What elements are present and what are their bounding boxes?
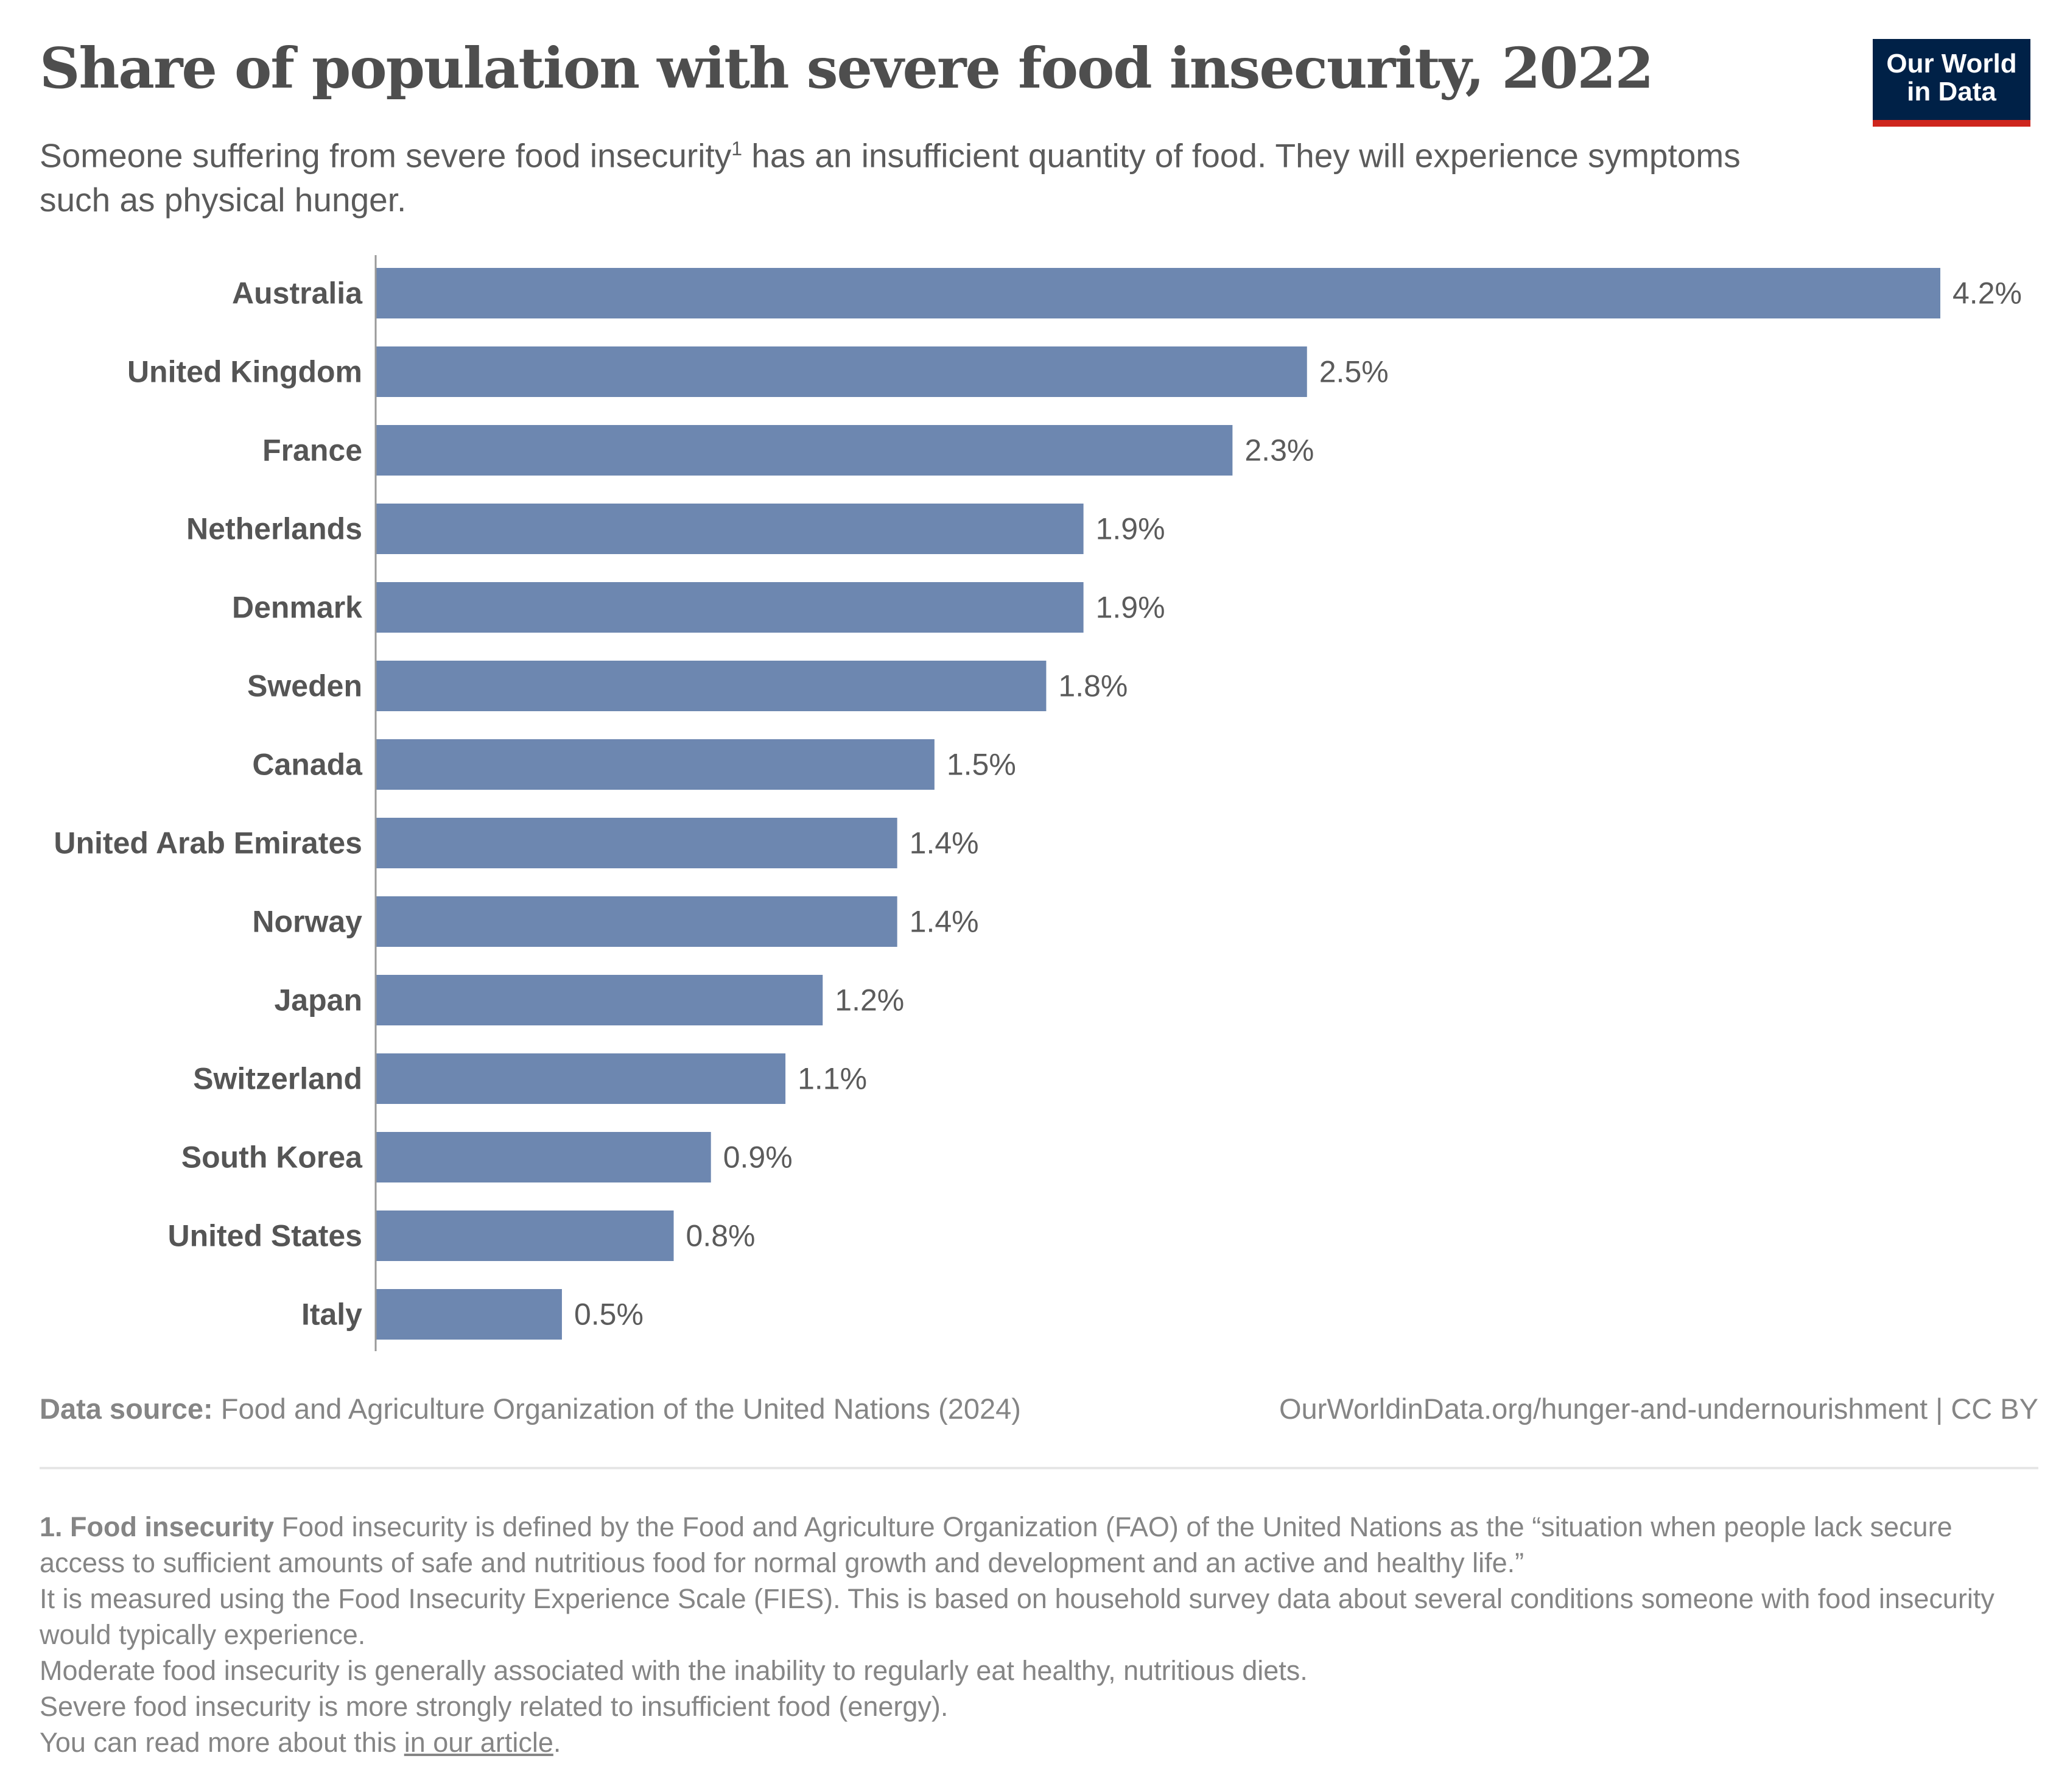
footnote-para: Severe food insecurity is more strongly …: [40, 1691, 949, 1722]
value-label: 1.5%: [947, 748, 1016, 782]
bar: [376, 1289, 562, 1340]
owid-logo[interactable]: Our World in Data: [1873, 39, 2030, 127]
category-label: Norway: [252, 905, 362, 939]
footnotes: 1. Food insecurity Food insecurity is de…: [40, 1509, 2030, 1760]
bar: [376, 1053, 786, 1104]
bar: [376, 739, 935, 790]
bar: [376, 1132, 711, 1182]
footnote-para: Moderate food insecurity is generally as…: [40, 1655, 1308, 1686]
source-url-link[interactable]: OurWorldinData.org/hunger-and-undernouri…: [1279, 1393, 2038, 1425]
value-label: 1.1%: [798, 1062, 867, 1096]
category-label: South Korea: [181, 1140, 363, 1175]
footnote-text: .: [553, 1727, 561, 1758]
value-label: 1.2%: [835, 983, 904, 1017]
value-label: 2.3%: [1244, 434, 1314, 468]
footnote-text: Food insecurity is defined by the Food a…: [40, 1511, 1952, 1578]
category-label: Denmark: [232, 591, 362, 625]
bar: [376, 661, 1047, 711]
footnote-1: 1. Food insecurity Food insecurity is de…: [40, 1509, 2030, 1581]
bar: [376, 504, 1084, 554]
value-label: 1.4%: [910, 826, 979, 860]
value-label: 0.8%: [686, 1219, 756, 1253]
category-label: Sweden: [247, 669, 362, 703]
category-label: United Kingdom: [127, 355, 362, 389]
bar: [376, 346, 1307, 397]
footnote-ref[interactable]: 1: [731, 138, 743, 160]
bar: [376, 425, 1233, 476]
bar: [376, 1210, 674, 1261]
category-label: Australia: [232, 276, 363, 311]
category-label: United Arab Emirates: [54, 826, 362, 860]
bar: [376, 268, 1940, 318]
source-label: Data source:: [40, 1393, 213, 1425]
category-label: Canada: [252, 748, 363, 782]
bar: [376, 896, 897, 947]
value-label: 0.5%: [574, 1298, 644, 1332]
source-text: Food and Agriculture Organization of the…: [212, 1393, 1021, 1425]
category-label: Switzerland: [193, 1062, 362, 1096]
bar-chart: Australia 4.2% United Kingdom 2.5% France 2.3…: [54, 255, 2022, 1351]
chart-subtitle: Someone suffering from severe food insec…: [40, 127, 1805, 222]
logo-line-2: in Data: [1907, 77, 1996, 107]
divider: [40, 1467, 2038, 1469]
logo-line-1: Our World: [1886, 49, 2017, 79]
bar: [376, 975, 823, 1025]
value-label: 1.9%: [1096, 591, 1165, 625]
value-label: 1.8%: [1058, 669, 1128, 703]
value-label: 1.9%: [1096, 512, 1165, 546]
bar: [376, 818, 897, 868]
chart-title: Share of population with severe food ins…: [40, 35, 1654, 101]
value-label: 4.2%: [1952, 276, 2022, 311]
subtitle-text: Someone suffering from severe food insec…: [40, 136, 732, 175]
footnote-heading: 1. Food insecurity: [40, 1511, 275, 1542]
subtitle-text-cont: has an insufficient quantity of food. Th…: [40, 136, 1741, 219]
value-label: 2.5%: [1319, 355, 1389, 389]
footnote-text: You can read more about this: [40, 1727, 404, 1758]
footnote-para: It is measured using the Food Insecurity…: [40, 1583, 1995, 1650]
data-source: Data source: Food and Agriculture Organi…: [40, 1392, 1021, 1425]
category-label: Japan: [274, 983, 362, 1017]
footnote-para: You can read more about this in our arti…: [40, 1724, 2030, 1760]
category-label: Netherlands: [186, 512, 362, 546]
value-label: 0.9%: [723, 1140, 793, 1175]
value-label: 1.4%: [910, 905, 979, 939]
category-label: United States: [167, 1219, 362, 1253]
category-label: France: [262, 434, 362, 468]
category-label: Italy: [301, 1298, 362, 1332]
article-link[interactable]: in our article: [404, 1727, 553, 1758]
bar: [376, 582, 1084, 633]
